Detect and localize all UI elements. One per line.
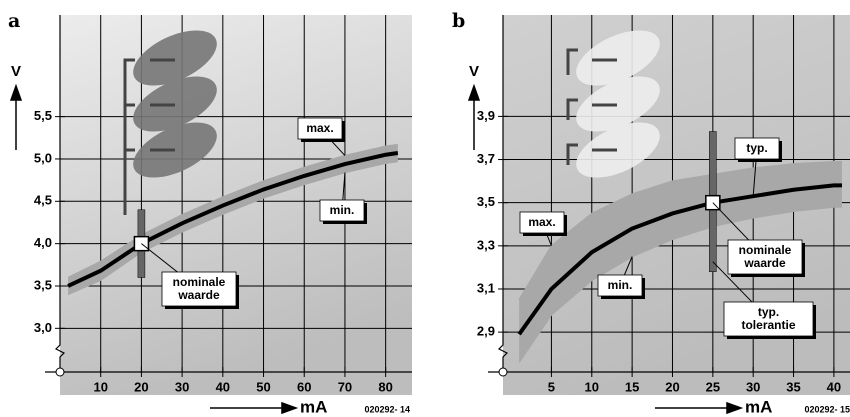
x-tick-label: 10 <box>585 379 599 394</box>
x-axis-label: mA <box>300 397 327 416</box>
x-arrow <box>210 401 299 415</box>
y-tick-label: 4,0 <box>34 235 52 250</box>
callout-label: min. <box>608 278 633 292</box>
callout-label: max. <box>528 215 555 229</box>
x-tick-label: 60 <box>297 379 311 394</box>
callout-box <box>734 137 780 160</box>
y-tick-label: 3,5 <box>477 194 495 209</box>
y-axis <box>497 15 509 372</box>
panel-label: a <box>8 10 20 32</box>
x-tick-label: 80 <box>378 379 392 394</box>
x-tick-label: 40 <box>827 379 841 394</box>
callout-box <box>723 301 814 337</box>
figure-code: 020292- 15 <box>804 404 850 414</box>
callout-box <box>519 211 565 234</box>
x-tick-label: 5 <box>548 379 555 394</box>
y-tick-label: 4,5 <box>34 193 52 208</box>
y-arrow <box>9 83 23 150</box>
plot-area <box>60 15 412 372</box>
y-tick-label: 3,3 <box>477 237 495 252</box>
series-line <box>67 160 398 296</box>
y-tick-label: 5,5 <box>34 108 52 123</box>
callout-label: typ. <box>746 141 767 155</box>
x-tick-label: 30 <box>746 379 760 394</box>
callout-label: waarde <box>177 288 220 302</box>
x-arrow <box>655 401 744 415</box>
x-tick-label: 15 <box>625 379 639 394</box>
origin <box>498 367 508 377</box>
x-tick-label: 30 <box>175 379 189 394</box>
callout-label: max. <box>306 121 333 135</box>
callout-label: typ. <box>758 305 779 319</box>
component-icon <box>576 30 660 178</box>
series-line <box>518 206 842 363</box>
y-tick-label: 3,7 <box>477 151 495 166</box>
y-axis-label: V <box>11 63 21 80</box>
x-tick-label: 25 <box>706 379 720 394</box>
y-tick-label: 3,0 <box>34 320 52 335</box>
x-tick-label: 40 <box>216 379 230 394</box>
y-tick-label: 3,9 <box>477 108 495 123</box>
x-tick-label: 50 <box>256 379 270 394</box>
y-tick-label: 3,1 <box>477 280 495 295</box>
callout-label: nominale <box>739 243 792 257</box>
x-tick-label: 20 <box>665 379 679 394</box>
x-tick-label: 70 <box>338 379 352 394</box>
callout-box <box>727 239 803 275</box>
y-tick-label: 5,0 <box>34 150 52 165</box>
x-tick-label: 10 <box>93 379 107 394</box>
y-axis <box>54 15 66 372</box>
x-tick-label: 20 <box>134 379 148 394</box>
callout-box <box>161 271 237 307</box>
callout-label: min. <box>330 203 355 217</box>
series-line <box>518 160 842 301</box>
series-line <box>517 183 842 336</box>
series-line <box>67 143 398 279</box>
y-tick-label: 3,5 <box>34 277 52 292</box>
y-arrow <box>467 83 481 150</box>
x-axis-label: mA <box>745 397 772 416</box>
callout-box <box>597 274 643 297</box>
figure-code: 020292- 14 <box>364 404 410 414</box>
callout-label: tolerantie <box>741 318 795 332</box>
series-line <box>67 151 399 288</box>
callout-box <box>319 199 365 222</box>
callout-label: waarde <box>743 256 786 270</box>
y-tick-label: 2,9 <box>477 324 495 339</box>
x-tick-label: 35 <box>786 379 800 394</box>
y-axis-label: V <box>469 63 479 80</box>
panel-label: b <box>452 10 465 32</box>
callout-label: nominale <box>173 275 226 289</box>
callout-box <box>297 117 343 140</box>
tolerance-band <box>519 161 842 363</box>
component-leads <box>123 48 617 215</box>
origin <box>55 367 65 377</box>
